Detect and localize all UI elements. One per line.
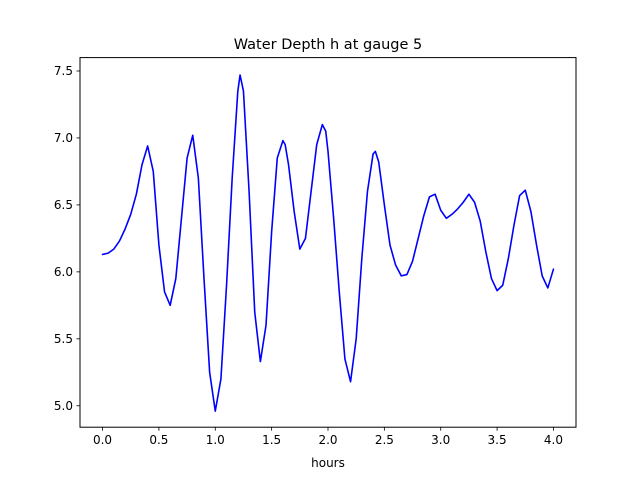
y-tick-label: 7.0: [54, 131, 73, 145]
y-tick-label: 5.0: [54, 399, 73, 413]
y-tick-label: 7.5: [54, 64, 73, 78]
x-tick-label: 4.0: [544, 433, 563, 447]
x-axis-title: hours: [311, 456, 345, 470]
chart-title: Water Depth h at gauge 5: [234, 37, 422, 53]
y-tick-label: 6.5: [54, 198, 73, 212]
x-tick-label: 3.0: [431, 433, 450, 447]
x-axis: 0.0 0.5 1.0 1.5 2.0 2.5 3.0 3.5 4.0: [93, 427, 563, 447]
y-axis: 5.0 5.5 6.0 6.5 7.0 7.5: [54, 64, 80, 413]
series-layer: [101, 74, 555, 412]
y-tick-label: 5.5: [54, 332, 73, 346]
x-tick-label: 0.0: [93, 433, 112, 447]
x-tick-label: 0.5: [149, 433, 168, 447]
plot-frame: [79, 57, 577, 428]
x-tick-label: 2.0: [318, 433, 337, 447]
y-tick-label: 6.0: [54, 265, 73, 279]
x-tick-label: 2.5: [375, 433, 394, 447]
plot-area: [80, 57, 576, 428]
series-line-0: [101, 74, 555, 412]
x-tick-label: 1.5: [262, 433, 281, 447]
x-tick-label: 1.0: [206, 433, 225, 447]
x-tick-label: 3.5: [488, 433, 507, 447]
